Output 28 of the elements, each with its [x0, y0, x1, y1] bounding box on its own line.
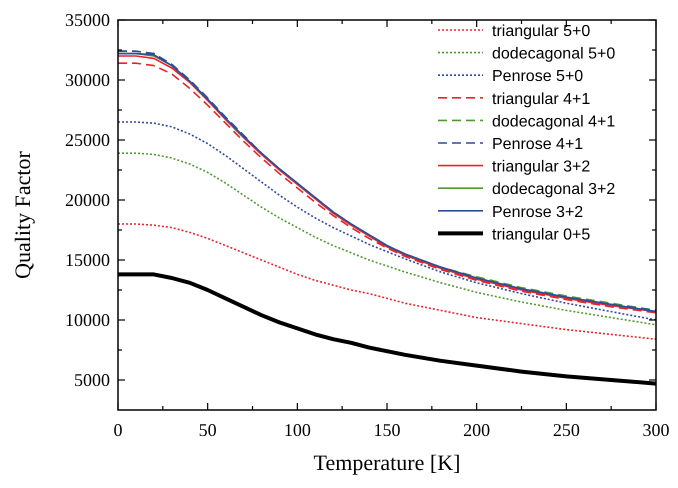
legend-label: triangular 0+5 — [492, 226, 590, 244]
x-tick-label: 300 — [642, 420, 670, 440]
x-tick-label: 250 — [552, 420, 580, 440]
legend-label: Penrose 5+0 — [492, 68, 584, 86]
legend-label: dodecagonal 3+2 — [492, 181, 616, 198]
legend-label: triangular 3+2 — [492, 158, 590, 176]
legend-label: triangular 5+0 — [492, 23, 590, 40]
legend-label: Penrose 4+1 — [492, 136, 584, 153]
legend-label: dodecagonal 5+0 — [492, 46, 616, 63]
legend-label: dodecagonal 4+1 — [492, 113, 616, 130]
y-tick-label: 15000 — [65, 250, 110, 270]
y-tick-label: 25000 — [65, 130, 110, 150]
legend-label: Penrose 3+2 — [492, 204, 584, 221]
x-tick-label: 100 — [284, 420, 311, 440]
y-tick-label: 30000 — [65, 70, 110, 90]
y-tick-label: 20000 — [65, 190, 110, 210]
y-tick-label: 5000 — [74, 370, 110, 390]
y-axis-title: Quality Factor — [10, 150, 35, 279]
y-tick-label: 10000 — [65, 310, 110, 330]
y-tick-label: 35000 — [65, 10, 110, 30]
x-tick-label: 0 — [114, 420, 122, 440]
line-series — [118, 223, 656, 340]
x-tick-label: 50 — [198, 420, 217, 440]
x-tick-label: 150 — [374, 420, 400, 440]
line-series — [118, 152, 656, 326]
x-tick-label: 200 — [463, 420, 490, 440]
x-axis-title: Temperature [K] — [314, 450, 460, 475]
legend-label: triangular 4+1 — [492, 90, 590, 108]
